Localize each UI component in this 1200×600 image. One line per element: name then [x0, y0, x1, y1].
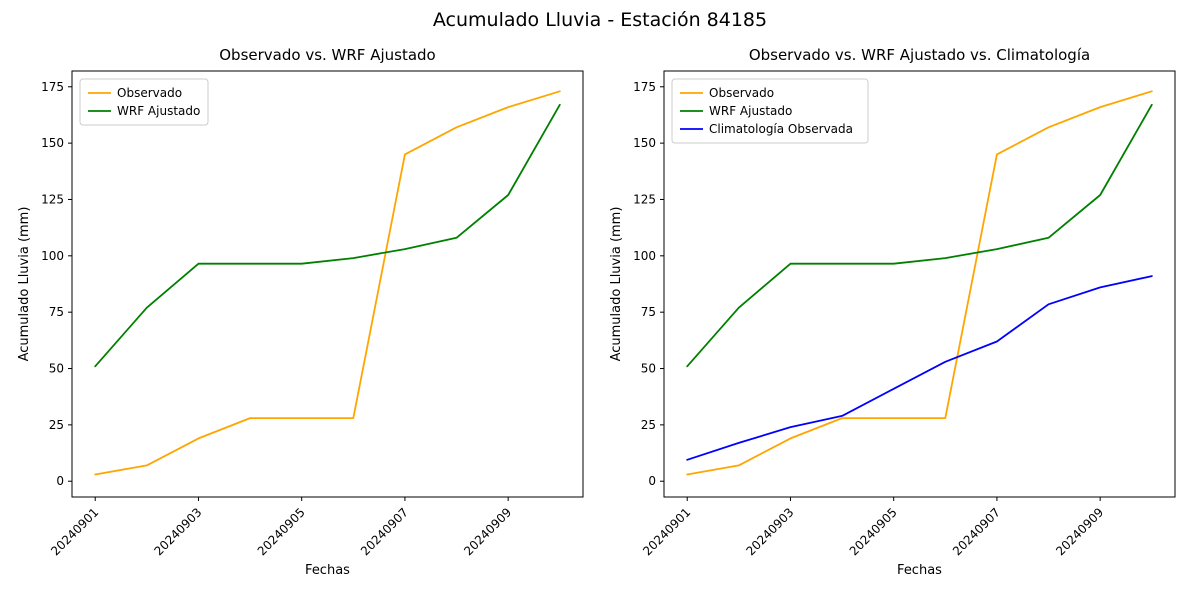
x-axis-tick-label: 20240909 [461, 505, 514, 558]
y-axis-tick-label: 0 [56, 474, 64, 488]
legend-box [671, 78, 869, 144]
y-axis-tick-label: 50 [641, 362, 656, 376]
legend-box [79, 78, 209, 126]
legend-label-wrf-ajustado: WRF Ajustado [117, 104, 200, 118]
y-axis-tick-label: 175 [633, 80, 656, 94]
x-axis-tick-label: 20240901 [48, 505, 101, 558]
x-axis-tick-label: 20240905 [847, 505, 900, 558]
wrf-ajustado-line [686, 103, 1153, 368]
x-axis-tick-label: 20240903 [151, 505, 204, 558]
climatolog-a-observada-line [686, 275, 1153, 461]
observado-line [94, 90, 561, 476]
y-axis-label: Acumulado Lluvia (mm) [609, 207, 624, 362]
y-axis-tick-label: 0 [648, 474, 656, 488]
y-axis-tick-label: 75 [49, 305, 64, 319]
x-axis-tick-label: 20240909 [1053, 505, 1106, 558]
legend-label-climatolog-a-observada: Climatología Observada [709, 122, 853, 136]
x-axis-tick-label: 20240903 [743, 505, 796, 558]
y-axis-tick-label: 150 [41, 136, 64, 150]
y-axis-tick-label: 125 [41, 192, 64, 206]
legend-label-observado: Observado [117, 86, 182, 100]
wrf-ajustado-line [94, 103, 561, 368]
legend: Observado WRF Ajustado Climatología Observ… [671, 78, 869, 144]
y-axis-tick-label: 75 [641, 305, 656, 319]
chart-observado-vs-wrf: 0 25 50 75 100 125 150 175 20240901 20240903 20240… [17, 46, 584, 578]
y-axis-tick-label: 100 [633, 249, 656, 263]
axes-title: Observado vs. WRF Ajustado [219, 46, 435, 64]
x-axis-tick-label: 20240905 [255, 505, 308, 558]
x-axis-label: Fechas [897, 563, 942, 578]
legend-label-observado: Observado [709, 86, 774, 100]
axes-title: Observado vs. WRF Ajustado vs. Climatolo… [749, 46, 1090, 64]
y-axis-tick-label: 100 [41, 249, 64, 263]
y-axis-tick-label: 25 [49, 418, 64, 432]
y-axis-tick-label: 50 [49, 362, 64, 376]
legend: Observado WRF Ajustado [79, 78, 209, 126]
x-axis-label: Fechas [305, 563, 350, 578]
chart-observado-vs-wrf-vs-climatologia: 0 25 50 75 100 125 150 175 20240901 20240903 20240… [609, 46, 1176, 578]
figure-title: Acumulado Lluvia - Estación 84185 [432, 9, 768, 31]
y-axis-tick-label: 125 [633, 192, 656, 206]
y-axis-tick-label: 175 [41, 80, 64, 94]
y-axis-tick-label: 25 [641, 418, 656, 432]
x-axis-tick-label: 20240907 [358, 505, 411, 558]
x-axis-tick-label: 20240901 [640, 505, 693, 558]
axes-frame [663, 70, 1176, 498]
axes-frame [71, 70, 584, 498]
observado-line [686, 90, 1153, 476]
legend-label-wrf-ajustado: WRF Ajustado [709, 104, 792, 118]
y-axis-label: Acumulado Lluvia (mm) [17, 207, 32, 362]
y-axis-tick-label: 150 [633, 136, 656, 150]
x-axis-tick-label: 20240907 [950, 505, 1003, 558]
